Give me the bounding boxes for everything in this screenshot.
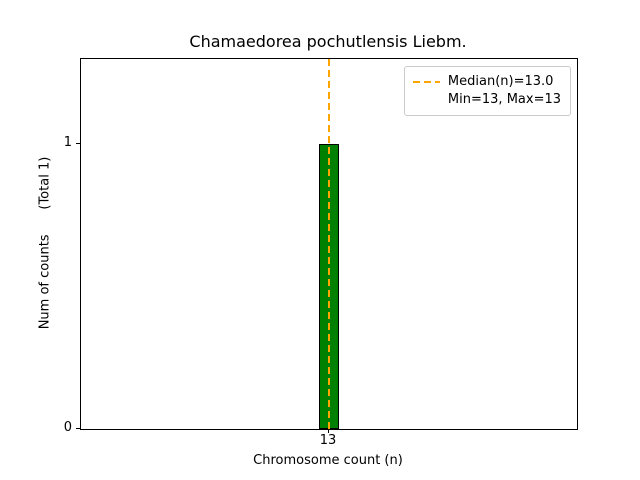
legend-entry-median: Median(n)=13.0: [412, 73, 561, 91]
y-tick-label-1: 1: [63, 135, 72, 151]
y-tick-mark-1: [76, 143, 80, 145]
legend: Median(n)=13.0 Min=13, Max=13: [403, 66, 571, 116]
legend-sample-blank: [413, 99, 440, 101]
median-line: [328, 59, 330, 429]
y-axis-label: Num of counts (Total 1): [37, 156, 53, 330]
x-axis-label: Chromosome count (n): [253, 453, 403, 468]
y-tick-label-0: 0: [63, 420, 72, 435]
x-tick-mark-0: [328, 429, 329, 433]
plot-area: Median(n)=13.0 Min=13, Max=13: [80, 58, 578, 430]
legend-label-median: Median(n)=13.0: [447, 74, 554, 89]
y-tick-mark-0: [76, 428, 80, 429]
chart-title: Chamaedorea pochutlensis Liebm.: [189, 32, 467, 51]
legend-label-minmax: Min=13, Max=13: [447, 92, 561, 107]
x-tick-label-0: 13: [319, 433, 337, 448]
legend-entry-minmax: Min=13, Max=13: [413, 91, 561, 109]
dashed-line-icon: [412, 81, 440, 83]
